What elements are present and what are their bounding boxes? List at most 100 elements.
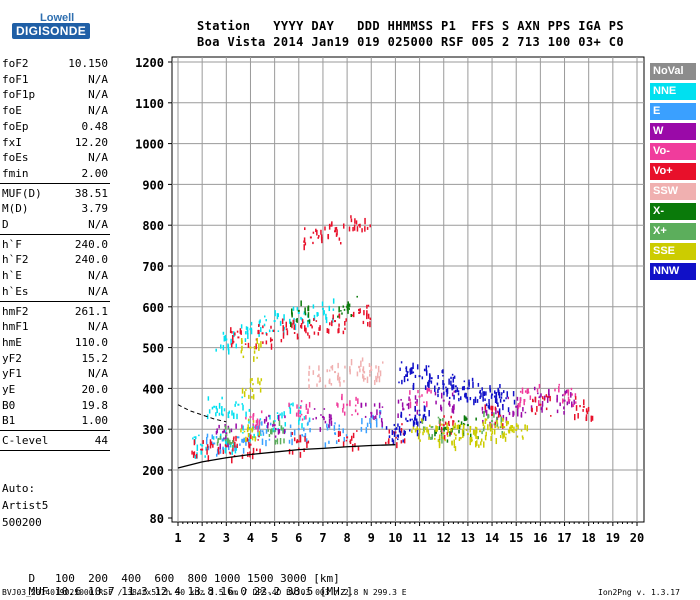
data-point-vo [582,405,585,408]
data-speck [409,390,411,395]
data-speck [296,439,299,443]
data-speck [278,429,281,434]
data-speck [451,440,453,446]
data-speck [571,393,573,396]
data-speck [420,418,423,423]
data-point-vo [358,224,361,227]
data-speck [265,340,268,345]
data-speck [538,396,540,399]
data-speck [247,342,250,348]
data-point-nnw [454,385,457,388]
data-speck [345,318,347,322]
autoscaling-line: Artist5 [2,499,49,512]
data-speck [452,420,454,427]
data-speck [454,422,456,429]
data-speck [222,331,225,335]
x-tick-label: 6 [295,531,302,545]
data-point-sse [418,428,421,431]
data-speck [233,333,235,338]
data-speck [245,441,247,446]
x-tick-label: 17 [557,531,571,545]
data-speck [301,319,304,324]
data-speck [521,435,524,438]
data-speck [362,375,365,382]
data-speck [349,440,351,443]
data-speck [271,428,273,435]
data-speck [307,378,310,382]
data-speck [438,426,441,430]
data-speck [500,393,503,396]
data-speck [221,409,223,416]
data-speck [428,378,431,383]
data-speck [567,389,569,393]
data-speck [428,410,430,417]
data-speck [207,445,210,451]
data-speck [242,447,245,454]
data-speck [355,220,358,225]
data-speck [326,328,329,333]
data-speck [405,366,408,372]
data-speck [351,414,353,416]
data-speck [360,402,363,408]
param-value: N/A [88,151,108,165]
data-speck [230,442,232,445]
data-speck [379,411,381,415]
data-speck [511,428,514,433]
data-point-x [297,309,300,312]
data-speck [245,411,247,417]
data-speck [440,426,443,434]
data-speck [450,376,452,380]
data-speck [222,447,224,450]
data-speck [325,313,327,320]
param-name: hmE [2,335,22,349]
data-speck [453,390,456,393]
data-speck [505,433,507,436]
data-speck [206,433,209,438]
data-point-sse [442,432,445,435]
data-point-nnw [491,393,494,396]
data-speck [356,430,358,432]
data-speck [375,422,378,428]
data-speck [280,425,283,431]
data-speck [444,439,446,442]
data-speck [307,306,309,312]
data-speck [506,391,509,398]
data-speck [330,414,332,421]
data-speck [274,427,277,431]
data-speck [260,433,262,436]
data-speck [416,429,419,437]
data-speck [365,427,368,434]
data-speck [453,439,456,445]
data-speck [299,451,302,458]
data-speck [300,324,302,328]
data-speck [200,448,202,451]
data-speck [292,306,295,311]
data-speck [437,393,439,398]
data-speck [508,429,511,434]
data-speck [412,382,415,390]
data-speck [331,364,334,371]
data-speck [308,319,311,324]
data-speck [246,437,249,442]
param-row-b0: B0 19.8 [2,398,108,413]
data-speck [412,362,414,370]
data-speck [484,418,487,425]
data-speck [414,401,417,404]
data-speck [352,443,354,447]
data-speck [450,428,452,432]
data-point-nne [297,311,300,314]
data-speck [583,399,585,405]
data-speck [315,416,317,420]
data-point-vo [237,336,240,339]
data-speck [483,410,486,414]
x-tick-label: 12 [437,531,451,545]
data-speck [284,422,287,427]
data-speck [255,343,257,350]
param-value: 44 [94,434,108,448]
data-speck [421,394,423,397]
data-speck [222,430,224,434]
data-speck [452,408,455,414]
data-speck [343,411,346,416]
data-speck [224,439,227,446]
data-speck [392,439,395,446]
